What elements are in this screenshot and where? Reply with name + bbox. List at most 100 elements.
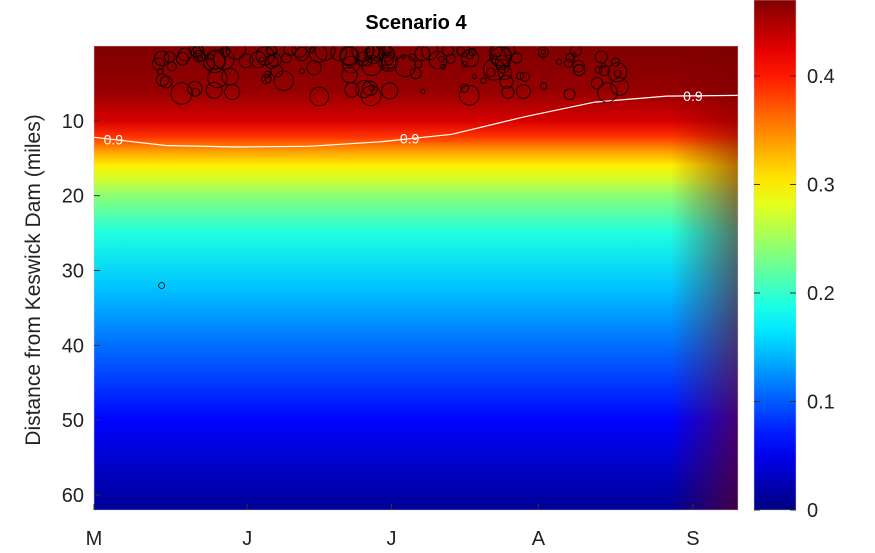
- x-tick-label: S: [686, 528, 699, 550]
- x-tick-label: A: [532, 528, 546, 550]
- observation-marker: [193, 49, 206, 63]
- observation-marker: [537, 46, 549, 58]
- observation-marker: [156, 68, 164, 75]
- observation-marker: [339, 46, 360, 67]
- observation-marker: [339, 46, 359, 65]
- observation-marker: [270, 64, 284, 78]
- heatmap-field: [94, 46, 738, 510]
- observation-marker: [438, 56, 445, 63]
- observation-marker: [281, 52, 292, 64]
- plot-area: [94, 46, 738, 510]
- observation-marker: [205, 81, 223, 99]
- observation-marker: [309, 86, 329, 107]
- observation-marker: [153, 50, 170, 66]
- y-tick-label: 50: [62, 410, 84, 432]
- observation-marker: [460, 49, 480, 68]
- observation-marker: [394, 55, 417, 78]
- observation-marker: [159, 75, 173, 89]
- observation-marker: [441, 46, 454, 57]
- observation-marker: [501, 85, 515, 99]
- observation-marker: [261, 73, 272, 85]
- contour-label: 0.9: [400, 131, 420, 147]
- observation-marker: [191, 46, 205, 59]
- observation-marker: [480, 77, 487, 84]
- observation-marker: [460, 83, 470, 93]
- observation-marker: [283, 46, 297, 57]
- contour-label: 0.9: [683, 88, 703, 104]
- observation-marker: [597, 82, 618, 103]
- observation-marker: [175, 52, 189, 66]
- observation-marker: [610, 57, 620, 67]
- observation-marker: [364, 46, 384, 64]
- observation-marker: [420, 88, 426, 95]
- y-axis: 10 20 30 40 50 60: [62, 111, 100, 507]
- y-axis-label: Distance from Keswick Dam (miles): [22, 114, 45, 445]
- observation-marker: [225, 46, 246, 60]
- colorbar-tick-label: 0.1: [807, 391, 835, 413]
- observation-marker: [408, 53, 416, 61]
- observation-marker: [342, 55, 360, 74]
- observation-marker: [414, 60, 423, 69]
- observation-marker: [594, 66, 603, 74]
- observation-marker: [573, 64, 586, 77]
- observation-marker: [515, 71, 525, 81]
- observation-marker: [381, 82, 399, 100]
- contour-label: 0.9: [104, 132, 124, 148]
- plot-frame: [93, 45, 739, 511]
- observation-marker: [163, 51, 176, 63]
- observation-marker: [187, 81, 203, 97]
- observation-marker: [499, 74, 514, 89]
- colorbar-tick-label: 0.3: [807, 174, 835, 196]
- observation-marker: [598, 65, 610, 77]
- x-tick-label: J: [242, 528, 252, 550]
- observation-marker: [572, 59, 585, 73]
- observation-marker: [516, 84, 531, 99]
- observation-marker: [491, 54, 498, 60]
- colorbar: [753, 0, 797, 511]
- observation-marker: [306, 60, 322, 76]
- observation-marker: [495, 58, 511, 74]
- observation-marker: [563, 58, 573, 68]
- observation-marker: [219, 49, 225, 55]
- observation-marker: [207, 53, 214, 61]
- x-tick-label: J: [387, 528, 397, 550]
- observation-marker: [170, 82, 193, 105]
- observation-marker: [368, 84, 376, 92]
- chart-title: Scenario 4: [365, 12, 467, 34]
- y-tick-label: 40: [62, 335, 84, 357]
- observation-marker: [196, 54, 203, 62]
- observation-marker: [259, 56, 265, 63]
- y-tick-label: 30: [62, 261, 84, 283]
- observation-marker: [465, 51, 474, 60]
- observation-marker: [194, 49, 202, 57]
- observation-marker: [355, 80, 374, 98]
- observation-marker: [607, 62, 628, 83]
- y-tick-label: 20: [62, 186, 84, 208]
- observation-marker: [563, 88, 576, 101]
- observation-marker: [344, 82, 360, 98]
- observation-marker: [610, 77, 629, 96]
- observation-marker: [440, 63, 447, 70]
- observation-marker: [555, 58, 563, 66]
- observation-markers: [151, 46, 629, 289]
- observation-marker: [273, 70, 294, 91]
- observation-marker: [206, 49, 226, 70]
- y-tick-label: 60: [62, 485, 84, 507]
- observation-marker: [503, 46, 516, 57]
- observation-marker: [381, 54, 397, 70]
- observation-marker: [151, 57, 165, 71]
- observation-marker: [384, 56, 394, 66]
- contour-line-0.9: [94, 94, 738, 148]
- observation-marker: [565, 53, 575, 63]
- observation-marker: [461, 61, 469, 68]
- observation-marker: [190, 87, 200, 97]
- contour-labels: 0.9 0.9 0.9: [104, 88, 703, 148]
- observation-marker: [207, 68, 228, 89]
- observation-marker: [519, 71, 530, 82]
- observation-marker: [219, 46, 231, 57]
- observation-marker: [445, 53, 456, 64]
- observation-marker: [177, 47, 192, 62]
- observation-marker: [267, 53, 282, 68]
- observation-marker: [486, 67, 496, 78]
- observation-marker: [613, 69, 622, 78]
